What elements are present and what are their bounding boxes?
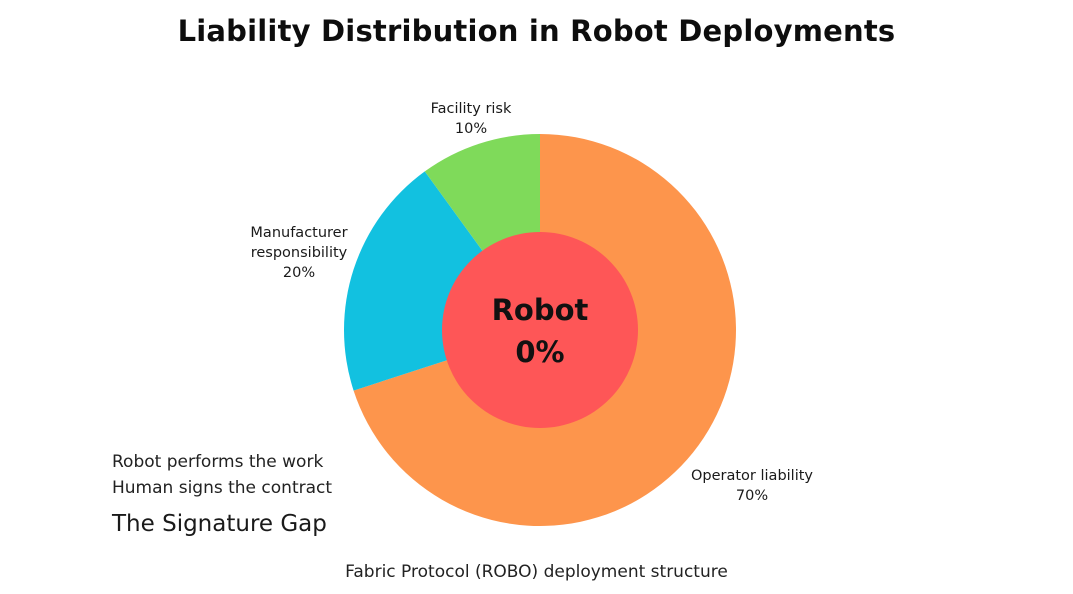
chart-title: Liability Distribution in Robot Deployme… [177, 14, 896, 48]
slice-name-label: responsibility [251, 245, 348, 261]
slice-name-label: Operator liability [691, 468, 813, 484]
slice-name-label: Facility risk [431, 101, 512, 117]
slice-value-label: 20% [283, 265, 315, 281]
center-circle [442, 232, 638, 428]
slice-labels: Operator liability 70% Manufacturer respons… [250, 101, 813, 504]
slice-value-label: 10% [455, 121, 487, 137]
note-line-1: Robot performs the work [112, 452, 324, 472]
note-line-2: Human signs the contract [112, 478, 333, 498]
footer-caption: Fabric Protocol (ROBO) deployment struct… [345, 562, 728, 582]
slice-name-label: Manufacturer [250, 225, 347, 241]
slice-value-label: 70% [736, 488, 768, 504]
note-heading: The Signature Gap [112, 511, 327, 537]
center-label: Robot [492, 293, 589, 327]
center-value: 0% [515, 335, 564, 369]
